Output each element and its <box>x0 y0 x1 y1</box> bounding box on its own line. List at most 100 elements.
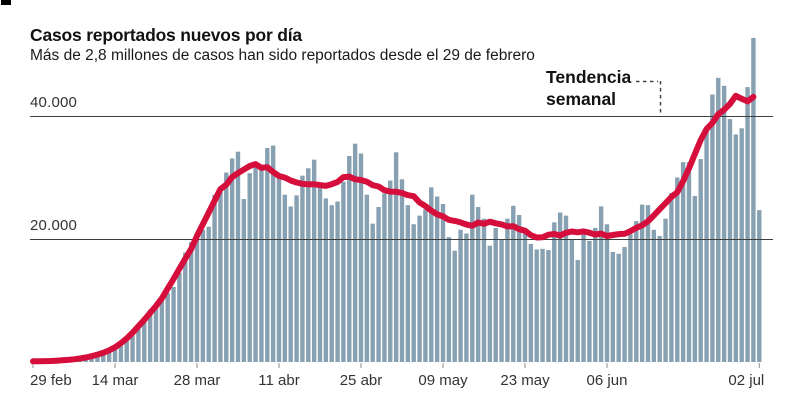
bar-day-27 <box>188 242 194 362</box>
bar-day-84 <box>522 232 528 362</box>
bar-day-62 <box>393 152 399 362</box>
bar-day-93 <box>575 259 580 362</box>
bar-day-35 <box>235 151 241 362</box>
bar-day-108 <box>663 218 668 362</box>
bar-day-73 <box>458 229 463 362</box>
bar-day-26 <box>183 252 188 362</box>
bar-day-36 <box>241 199 247 362</box>
bar-day-23 <box>165 293 170 362</box>
bar-day-105 <box>645 205 651 362</box>
bar-day-99 <box>610 251 616 362</box>
bar-day-22 <box>159 300 165 362</box>
bar-day-13 <box>106 350 112 362</box>
bar-day-70 <box>440 203 446 362</box>
bar-day-113 <box>692 195 698 362</box>
bar-day-76 <box>475 207 481 362</box>
bar-day-38 <box>253 167 258 362</box>
bar-day-41 <box>270 145 276 362</box>
bar-day-68 <box>429 187 434 362</box>
bar-day-109 <box>669 192 674 363</box>
bar-day-53 <box>341 181 346 362</box>
bar-day-110 <box>675 177 680 362</box>
bar-day-95 <box>587 240 592 362</box>
bar-day-120 <box>733 134 739 362</box>
bar-day-16 <box>124 341 129 362</box>
bar-day-88 <box>546 250 551 362</box>
trend-annotation: Tendencia semanal <box>546 66 631 110</box>
bar-day-78 <box>487 245 493 362</box>
x-tick-label-06-jun: 06 jun <box>586 372 628 389</box>
bar-day-60 <box>382 193 387 362</box>
bar-day-17 <box>130 335 135 363</box>
x-tick-label-14-mar: 14 mar <box>91 372 139 389</box>
bar-day-101 <box>622 247 627 362</box>
bar-day-21 <box>153 304 159 362</box>
bar-day-117 <box>716 77 721 363</box>
bar-day-31 <box>212 194 217 362</box>
bar-day-44 <box>288 206 293 362</box>
bar-day-118 <box>721 85 727 363</box>
bar-day-65 <box>411 224 416 362</box>
trend-annotation-line2: semanal <box>546 89 617 109</box>
bar-day-57 <box>364 194 370 362</box>
bar-day-80 <box>499 239 504 362</box>
bar-day-29 <box>200 229 206 362</box>
bar-day-94 <box>581 230 586 362</box>
bar-day-79 <box>493 227 498 362</box>
bar-day-28 <box>194 232 200 362</box>
bar-day-63 <box>399 179 405 362</box>
bar-day-100 <box>616 253 621 362</box>
bar-day-82 <box>511 205 516 362</box>
bar-day-90 <box>557 212 563 362</box>
bar-day-30 <box>206 226 211 362</box>
bar-day-19 <box>142 320 147 362</box>
bar-day-123 <box>751 37 756 362</box>
bar-day-122 <box>745 87 750 362</box>
bar-day-119 <box>727 119 733 362</box>
bar-day-33 <box>224 172 229 362</box>
bar-day-112 <box>686 162 692 363</box>
bar-day-11 <box>95 355 100 362</box>
bar-day-92 <box>569 239 575 362</box>
bar-day-86 <box>534 249 539 362</box>
bar-day-49 <box>317 186 323 362</box>
bar-day-32 <box>218 189 223 362</box>
bar-day-89 <box>552 222 557 362</box>
bar-day-42 <box>276 177 282 362</box>
bar-day-85 <box>528 243 534 362</box>
bar-day-47 <box>306 168 311 362</box>
bar-day-18 <box>136 326 141 362</box>
bar-day-52 <box>335 201 340 362</box>
bar-day-106 <box>651 229 657 362</box>
bar-day-102 <box>628 234 633 362</box>
x-tick-label-09-may: 09 may <box>418 372 468 389</box>
bar-day-71 <box>446 237 452 362</box>
x-tick-label-11-abr: 11 abr <box>258 372 300 389</box>
bar-day-50 <box>323 198 329 362</box>
bar-day-124 <box>757 210 762 362</box>
chart-subtitle: Más de 2,8 millones de casos han sido re… <box>30 47 535 64</box>
bar-day-72 <box>452 250 457 362</box>
bar-day-64 <box>405 205 411 362</box>
bar-day-96 <box>593 227 598 362</box>
bar-day-25 <box>177 272 182 362</box>
bar-day-14 <box>112 348 118 362</box>
bar-day-61 <box>388 180 393 362</box>
bar-day-12 <box>101 353 106 362</box>
bar-day-103 <box>634 221 639 362</box>
x-tick-label-23-may: 23 may <box>500 372 550 389</box>
bar-day-56 <box>358 153 364 362</box>
bar-day-121 <box>739 128 744 362</box>
bar-day-45 <box>294 195 299 362</box>
bar-day-81 <box>505 218 510 362</box>
bar-day-111 <box>680 162 686 363</box>
bar-day-116 <box>710 94 715 362</box>
y-axis-label-40000: 40.000 <box>30 94 78 111</box>
bar-day-39 <box>259 164 264 362</box>
bar-day-104 <box>639 204 645 362</box>
trend-annotation-line1: Tendencia <box>546 67 632 87</box>
bar-day-114 <box>698 159 703 362</box>
bar-day-75 <box>470 194 475 362</box>
